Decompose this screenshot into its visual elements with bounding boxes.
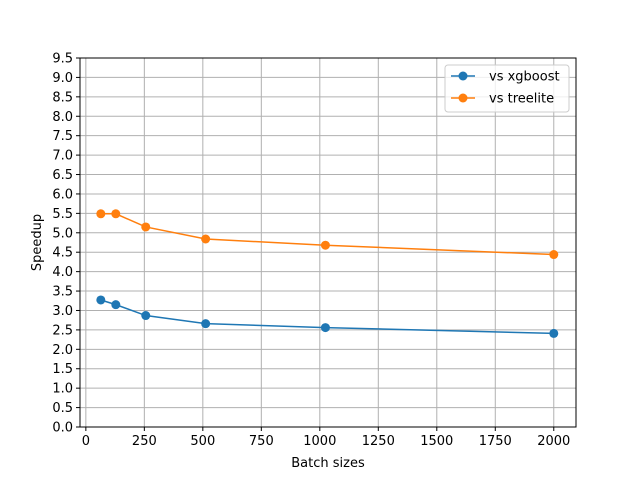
x-tick-label: 1500 [420,434,453,449]
y-tick-label: 3.0 [52,304,73,319]
x-axis-label: Batch sizes [291,456,365,471]
y-tick-label: 0.0 [52,421,73,436]
data-point [549,328,559,338]
y-tick-label: 6.0 [52,187,73,202]
y-tick-label: 9.5 [52,52,73,67]
y-tick-label: 2.0 [52,343,73,358]
data-point [96,295,106,305]
y-tick-label: 4.5 [52,246,73,261]
y-tick-label: 1.5 [52,362,73,377]
y-tick-label: 5.5 [52,207,73,222]
data-point [201,319,211,329]
data-point [201,234,211,244]
x-tick-label: 2000 [537,434,570,449]
y-tick-label: 7.5 [52,129,73,144]
y-tick-label: 6.5 [52,168,73,183]
legend: vs xgboost vs treelite [444,64,570,113]
y-tick-label: 8.0 [52,110,73,125]
y-tick-label: 8.5 [52,90,73,105]
data-point [111,300,121,310]
y-tick-label: 4.0 [52,265,73,280]
x-tick-label: 750 [249,434,274,449]
data-point [96,209,106,219]
legend-marker-xgboost [458,71,468,81]
legend-marker-treelite [458,93,468,103]
x-tick-label: 0 [82,434,90,449]
data-point [549,250,559,260]
x-tick-label: 250 [132,434,157,449]
y-axis-label: Speedup [30,214,45,271]
data-point [111,209,121,219]
y-tick-label: 9.0 [52,71,73,86]
data-point [141,311,151,321]
data-point [320,240,330,250]
legend-box [444,64,570,113]
y-tick-label: 7.0 [52,149,73,164]
x-tick-label: 1000 [303,434,336,449]
y-tick-label: 5.0 [52,226,73,241]
y-tick-label: 2.5 [52,323,73,338]
plot-frame [79,57,577,428]
series-layer [96,209,559,338]
x-axis-ticks: 0 250 500 750 1000 1250 1500 1750 2000 [82,427,570,449]
x-tick-label: 1750 [479,434,512,449]
legend-label-xgboost: vs xgboost [489,70,560,85]
x-tick-label: 500 [190,434,215,449]
x-tick-label: 1250 [362,434,395,449]
y-axis-ticks: 0.0 0.5 1.0 1.5 2.0 2.5 3.0 3.5 4.0 4.5 5.0 5.5 6.0 6… [52,52,80,436]
data-point [141,222,151,232]
y-tick-label: 1.0 [52,382,73,397]
legend-label-treelite: vs treelite [489,92,554,107]
data-point [320,323,330,333]
y-tick-label: 3.5 [52,285,73,300]
y-tick-label: 0.5 [52,401,73,416]
